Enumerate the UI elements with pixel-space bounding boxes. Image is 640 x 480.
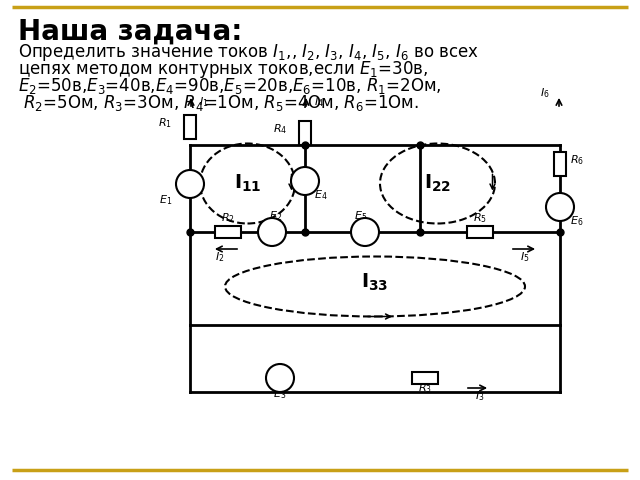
Text: $\mathbf{I_{33}}$: $\mathbf{I_{33}}$ [361,272,388,293]
Circle shape [266,364,294,392]
Text: Наша задача:: Наша задача: [18,18,243,46]
Circle shape [351,218,379,246]
Text: $I_1$: $I_1$ [199,95,209,109]
Text: $R_3$: $R_3$ [418,381,432,395]
Text: $\mathbf{I_{11}}$: $\mathbf{I_{11}}$ [234,173,261,194]
Bar [184,115,196,139]
Text: $R_4$: $R_4$ [273,122,287,136]
Text: $E_3$: $E_3$ [273,387,287,401]
Circle shape [258,218,286,246]
Circle shape [176,170,204,198]
Bar [215,226,241,238]
Text: $E_2$=50в,$E_3$=40в,$E_4$=90в,$E_5$=20в,$E_6$=10в, $R_1$=2Ом,: $E_2$=50в,$E_3$=40в,$E_4$=90в,$E_5$=20в,… [18,76,442,96]
Text: $I_6$: $I_6$ [540,86,550,100]
Text: $E_5$: $E_5$ [355,209,367,223]
Bar [299,121,311,145]
Bar [412,372,438,384]
Text: $R_2$=5Ом, $R_3$=3Ом, $R_4$=1Ом, $R_5$=4Ом, $R_6$=1Ом.: $R_2$=5Ом, $R_3$=3Ом, $R_4$=1Ом, $R_5$=4… [18,93,419,113]
Text: $I_2$: $I_2$ [215,250,225,264]
Text: $E_4$: $E_4$ [314,188,328,202]
Text: $I_5$: $I_5$ [520,250,530,264]
Bar [554,152,566,176]
Text: $R_5$: $R_5$ [473,211,487,225]
Text: $\mathbf{I_{22}}$: $\mathbf{I_{22}}$ [424,173,451,194]
Text: $R_6$: $R_6$ [570,153,584,167]
Text: $E_1$: $E_1$ [159,193,172,207]
Text: Определить значение токов $I_1$,, $I_2$, $I_3$, $I_4$, $I_5$, $I_6$ во всех: Определить значение токов $I_1$,, $I_2$,… [18,42,479,63]
Text: $R_1$: $R_1$ [158,116,172,130]
Text: $R_2$: $R_2$ [221,211,235,225]
Circle shape [291,167,319,195]
Text: $I_4$: $I_4$ [314,95,324,109]
Text: $I_3$: $I_3$ [476,389,484,403]
Text: $E_6$: $E_6$ [570,214,584,228]
Circle shape [546,193,574,221]
Bar [467,226,493,238]
Text: цепях методом контурных токов,если $E_1$=30в,: цепях методом контурных токов,если $E_1$… [18,59,428,80]
Text: $E_2$: $E_2$ [269,209,283,223]
